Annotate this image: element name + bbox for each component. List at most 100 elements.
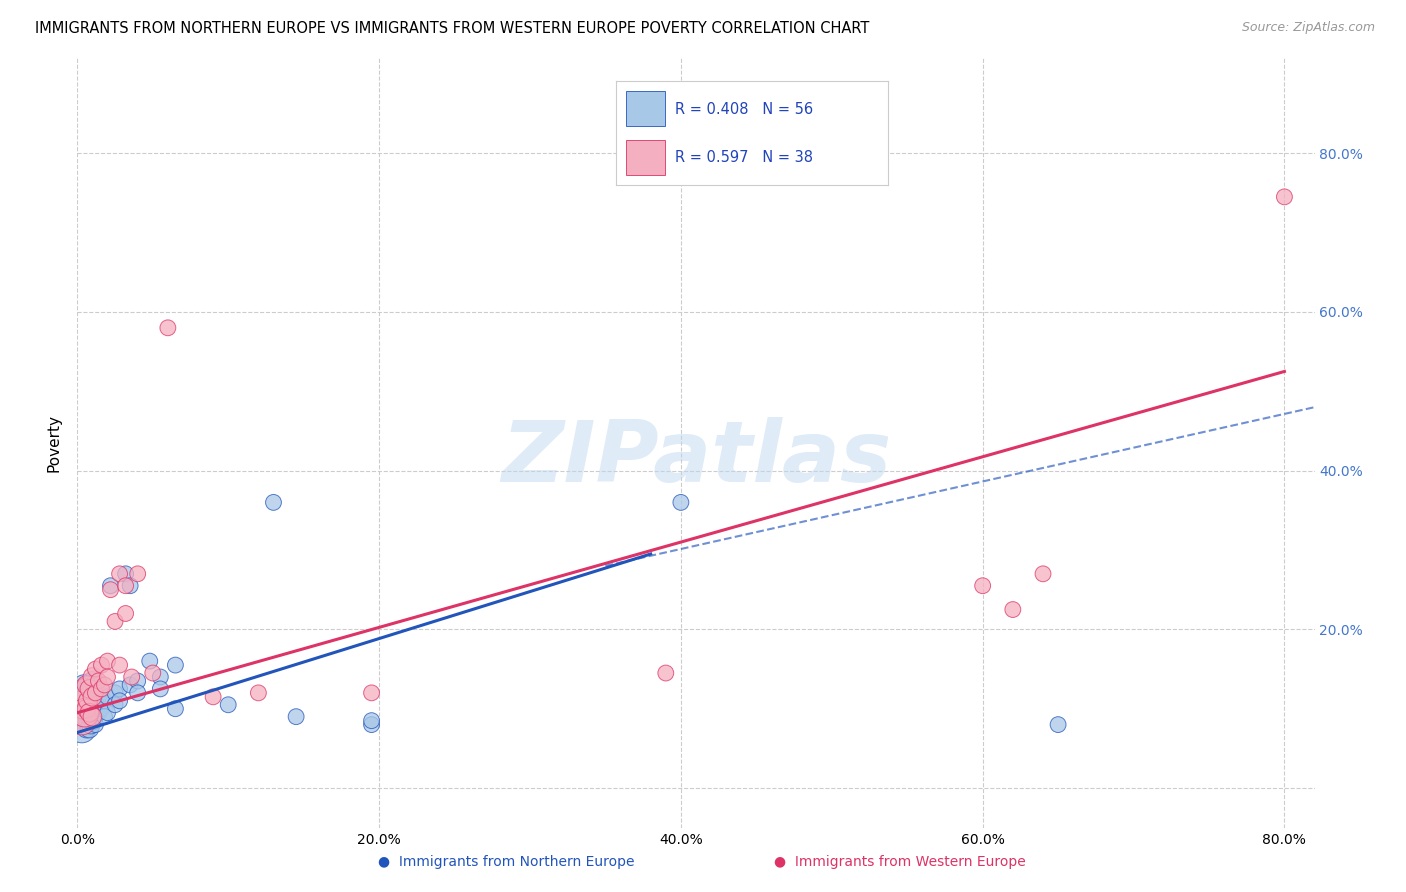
Point <box>73 686 96 700</box>
Point <box>108 658 131 673</box>
Y-axis label: Poverty: Poverty <box>46 414 62 472</box>
Point <box>114 579 136 593</box>
Point <box>100 582 122 597</box>
Point <box>79 722 101 736</box>
Point <box>75 690 97 704</box>
Point <box>96 690 118 704</box>
Point <box>84 694 107 708</box>
Point <box>77 678 100 692</box>
Point <box>96 706 118 720</box>
Point <box>165 702 187 716</box>
Point <box>120 678 142 692</box>
Text: ●  Immigrants from Western Europe: ● Immigrants from Western Europe <box>773 855 1026 869</box>
Point <box>77 702 100 716</box>
Point <box>77 694 100 708</box>
Point <box>90 681 112 696</box>
Text: IMMIGRANTS FROM NORTHERN EUROPE VS IMMIGRANTS FROM WESTERN EUROPE POVERTY CORREL: IMMIGRANTS FROM NORTHERN EUROPE VS IMMIG… <box>35 21 869 36</box>
Point <box>96 654 118 668</box>
Point <box>82 690 104 704</box>
Point <box>80 686 103 700</box>
Point <box>142 666 165 681</box>
Point <box>1274 190 1296 204</box>
Point <box>360 686 382 700</box>
Point <box>127 566 149 581</box>
Point <box>149 681 172 696</box>
Point <box>285 709 308 723</box>
Point <box>114 607 136 621</box>
Point <box>82 702 104 716</box>
Point <box>139 654 162 668</box>
Point <box>669 495 692 509</box>
Point <box>972 579 994 593</box>
Point <box>75 706 97 720</box>
Point <box>93 694 115 708</box>
Point <box>156 320 179 334</box>
Point <box>73 681 96 696</box>
Point <box>75 722 97 736</box>
Point <box>70 714 93 728</box>
Point <box>80 717 103 731</box>
Point <box>114 566 136 581</box>
Point <box>84 709 107 723</box>
Text: Source: ZipAtlas.com: Source: ZipAtlas.com <box>1241 21 1375 34</box>
Point <box>360 717 382 731</box>
Point <box>72 706 94 720</box>
Point <box>108 681 131 696</box>
Point <box>1047 717 1070 731</box>
Point <box>104 615 127 629</box>
Text: ●  Immigrants from Northern Europe: ● Immigrants from Northern Europe <box>378 855 634 869</box>
Point <box>79 706 101 720</box>
Point <box>149 670 172 684</box>
Point <box>84 717 107 731</box>
Point <box>80 702 103 716</box>
Point <box>360 714 382 728</box>
Point <box>96 670 118 684</box>
Point <box>100 579 122 593</box>
Point <box>1001 602 1024 616</box>
Point <box>79 709 101 723</box>
Point <box>90 681 112 696</box>
Point <box>87 706 110 720</box>
Point <box>75 702 97 716</box>
Point <box>263 495 285 509</box>
Point <box>82 714 104 728</box>
Point <box>73 714 96 728</box>
Point <box>121 670 143 684</box>
Point <box>73 698 96 712</box>
Point <box>104 698 127 712</box>
Point <box>93 709 115 723</box>
Point <box>75 678 97 692</box>
Point <box>104 686 127 700</box>
Point <box>77 714 100 728</box>
Point <box>82 673 104 688</box>
Point <box>108 566 131 581</box>
Point <box>73 706 96 720</box>
Point <box>90 658 112 673</box>
Point <box>79 694 101 708</box>
Point <box>202 690 225 704</box>
Point <box>72 694 94 708</box>
Point <box>82 709 104 723</box>
Point <box>1032 566 1054 581</box>
Point <box>79 681 101 696</box>
Point <box>84 662 107 676</box>
Point <box>70 722 93 736</box>
Point <box>79 678 101 692</box>
Point <box>127 673 149 688</box>
Text: ZIPatlas: ZIPatlas <box>501 417 891 500</box>
Point <box>82 690 104 704</box>
Point <box>108 694 131 708</box>
Point <box>165 658 187 673</box>
Point <box>90 702 112 716</box>
Point <box>93 678 115 692</box>
Point <box>87 673 110 688</box>
Point <box>217 698 239 712</box>
Point <box>84 686 107 700</box>
Point <box>120 579 142 593</box>
Point <box>72 698 94 712</box>
Point <box>655 666 678 681</box>
Point <box>82 670 104 684</box>
Point <box>127 686 149 700</box>
Point <box>247 686 270 700</box>
Point <box>87 690 110 704</box>
